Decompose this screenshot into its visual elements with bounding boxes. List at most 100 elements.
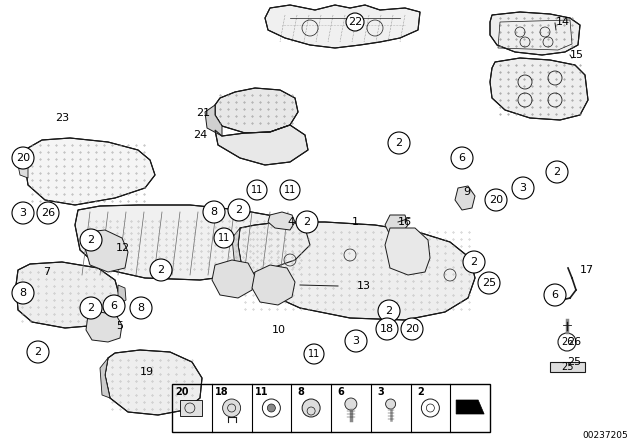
Polygon shape xyxy=(18,160,28,178)
Circle shape xyxy=(512,177,534,199)
Circle shape xyxy=(203,201,225,223)
Text: 11: 11 xyxy=(218,233,230,243)
Circle shape xyxy=(421,399,440,417)
Text: 25: 25 xyxy=(482,278,496,288)
Circle shape xyxy=(345,398,357,410)
Polygon shape xyxy=(212,260,255,298)
Polygon shape xyxy=(265,5,420,48)
Circle shape xyxy=(214,228,234,248)
Text: 18: 18 xyxy=(215,387,228,397)
Polygon shape xyxy=(490,12,580,55)
Text: 26: 26 xyxy=(41,208,55,218)
Text: 20: 20 xyxy=(175,387,189,397)
Polygon shape xyxy=(25,138,155,205)
Circle shape xyxy=(401,318,423,340)
Circle shape xyxy=(37,202,59,224)
Circle shape xyxy=(304,344,324,364)
Text: 6: 6 xyxy=(337,387,344,397)
Polygon shape xyxy=(75,205,310,280)
Polygon shape xyxy=(205,105,222,136)
Text: 2: 2 xyxy=(396,138,403,148)
Text: 16: 16 xyxy=(398,217,412,227)
Text: 8: 8 xyxy=(138,303,145,313)
Text: 2: 2 xyxy=(554,167,561,177)
Circle shape xyxy=(388,132,410,154)
Polygon shape xyxy=(252,265,295,305)
Circle shape xyxy=(80,297,102,319)
Circle shape xyxy=(558,333,576,351)
Text: 8: 8 xyxy=(298,387,305,397)
Text: 25: 25 xyxy=(567,357,581,367)
Circle shape xyxy=(130,297,152,319)
Circle shape xyxy=(12,202,34,224)
Polygon shape xyxy=(118,285,126,305)
Polygon shape xyxy=(215,125,308,165)
Circle shape xyxy=(268,404,275,412)
Polygon shape xyxy=(385,228,430,275)
Text: 2: 2 xyxy=(470,257,477,267)
Circle shape xyxy=(150,259,172,281)
Polygon shape xyxy=(105,350,202,415)
Text: 6: 6 xyxy=(111,301,118,311)
Circle shape xyxy=(12,147,34,169)
Text: 11: 11 xyxy=(308,349,320,359)
Circle shape xyxy=(12,282,34,304)
Polygon shape xyxy=(456,400,484,414)
Circle shape xyxy=(451,147,473,169)
Circle shape xyxy=(302,399,320,417)
Text: 21: 21 xyxy=(196,108,210,118)
Text: 2: 2 xyxy=(417,387,424,397)
Text: 20: 20 xyxy=(16,153,30,163)
Circle shape xyxy=(463,251,485,273)
Text: 17: 17 xyxy=(580,265,594,275)
Text: 20: 20 xyxy=(405,324,419,334)
Polygon shape xyxy=(238,222,475,320)
Circle shape xyxy=(378,300,400,322)
Polygon shape xyxy=(385,215,408,235)
Polygon shape xyxy=(85,230,128,272)
Text: 2: 2 xyxy=(236,205,243,215)
Text: 2: 2 xyxy=(88,235,95,245)
Polygon shape xyxy=(232,228,242,268)
Circle shape xyxy=(546,161,568,183)
Text: 7: 7 xyxy=(43,267,50,277)
Text: 10: 10 xyxy=(272,325,286,335)
Circle shape xyxy=(478,272,500,294)
Text: 12: 12 xyxy=(116,243,130,253)
Circle shape xyxy=(80,229,102,251)
Text: 26: 26 xyxy=(561,337,573,347)
Circle shape xyxy=(485,189,507,211)
Polygon shape xyxy=(455,186,475,210)
Text: 18: 18 xyxy=(380,324,394,334)
Polygon shape xyxy=(86,312,122,342)
Circle shape xyxy=(376,318,398,340)
Text: 11: 11 xyxy=(284,185,296,195)
Text: 5: 5 xyxy=(116,321,123,331)
Text: 4: 4 xyxy=(287,217,294,227)
Circle shape xyxy=(345,330,367,352)
Text: 25: 25 xyxy=(562,362,574,372)
Text: 20: 20 xyxy=(489,195,503,205)
Text: 2: 2 xyxy=(88,303,95,313)
Text: 19: 19 xyxy=(140,367,154,377)
Text: 6: 6 xyxy=(458,153,465,163)
Circle shape xyxy=(544,284,566,306)
Circle shape xyxy=(386,399,396,409)
Text: 3: 3 xyxy=(520,183,527,193)
Text: 14: 14 xyxy=(556,17,570,27)
Text: 15: 15 xyxy=(570,50,584,60)
Text: 2: 2 xyxy=(303,217,310,227)
Text: 11: 11 xyxy=(255,387,268,397)
Circle shape xyxy=(223,399,241,417)
Text: 6: 6 xyxy=(552,290,559,300)
Text: 3: 3 xyxy=(378,387,384,397)
Circle shape xyxy=(262,399,280,417)
Text: 26: 26 xyxy=(567,337,581,347)
Text: 24: 24 xyxy=(193,130,207,140)
Text: 8: 8 xyxy=(211,207,218,217)
Circle shape xyxy=(247,180,267,200)
Circle shape xyxy=(228,199,250,221)
Circle shape xyxy=(280,180,300,200)
Polygon shape xyxy=(215,88,298,133)
Text: 00237205: 00237205 xyxy=(582,431,628,440)
